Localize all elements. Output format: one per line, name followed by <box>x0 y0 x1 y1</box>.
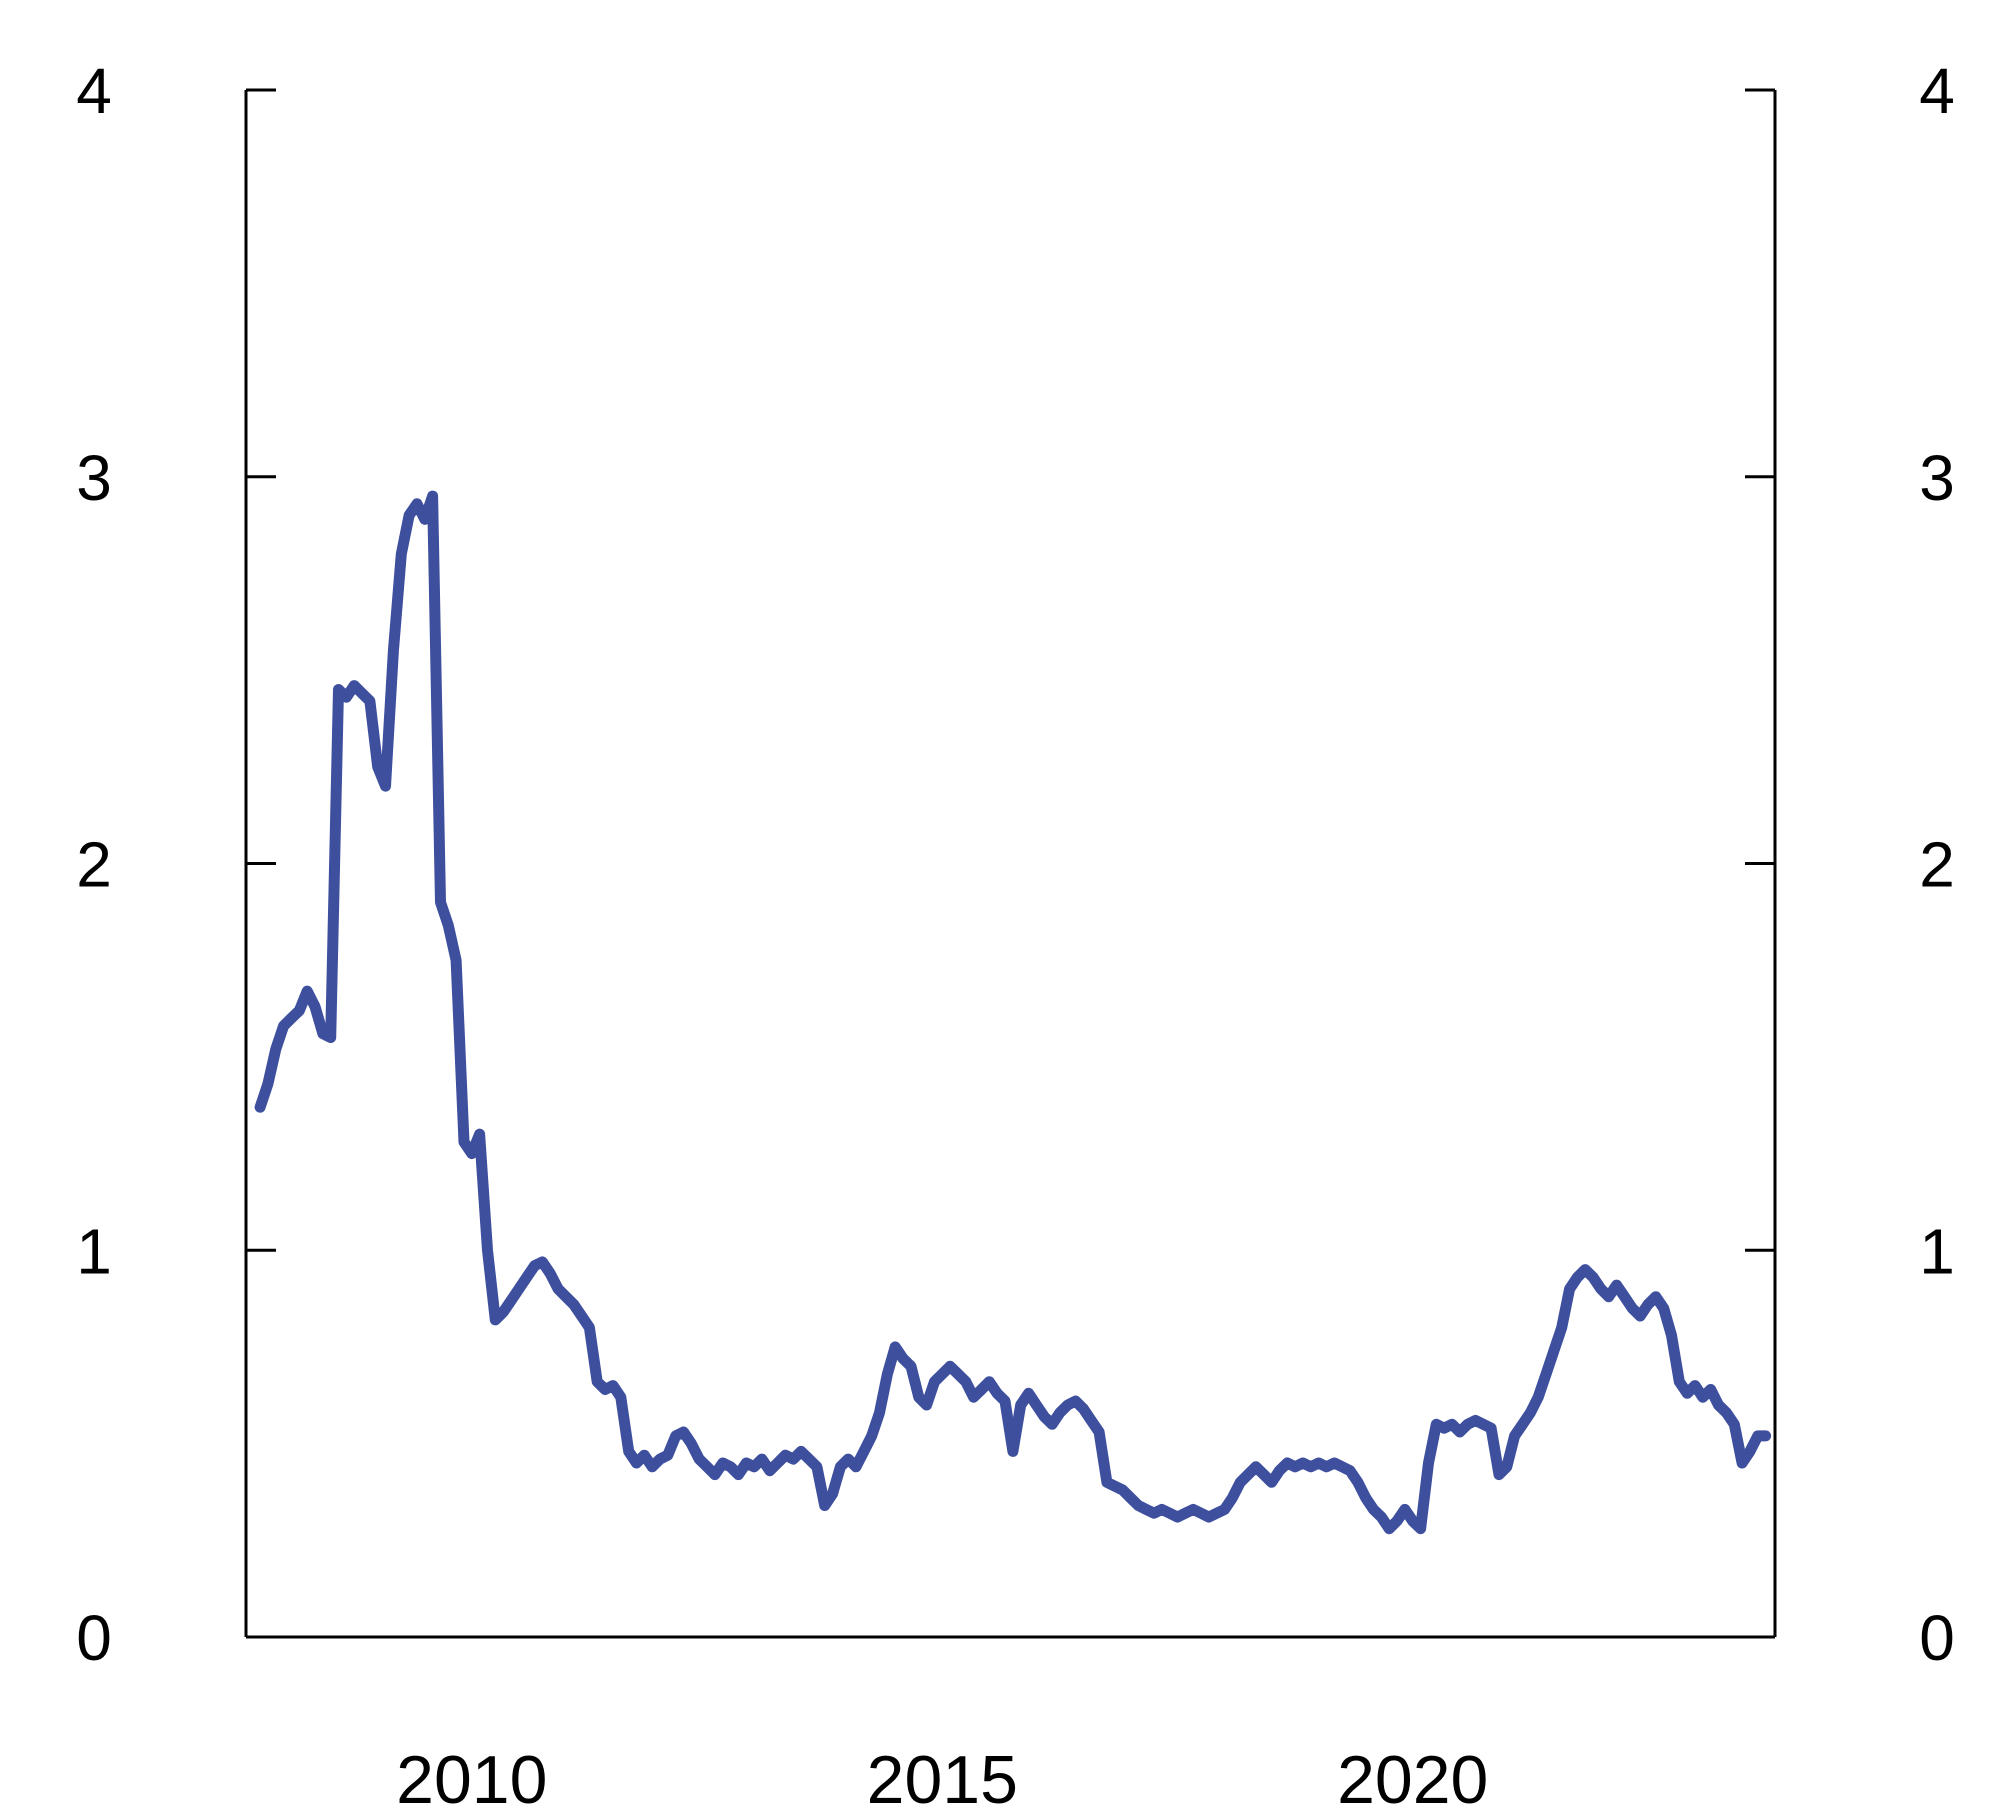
y-tick-label-left: 0 <box>76 1602 112 1674</box>
y-tick-label-right: 0 <box>1919 1602 1955 1674</box>
y-tick-label-right: 1 <box>1919 1215 1955 1287</box>
series-line-money-market-spread <box>254 490 1772 1535</box>
y-tick-label-left: 4 <box>76 55 112 127</box>
y-tick-label-right: 3 <box>1919 442 1955 514</box>
y-tick-label-right: 4 <box>1919 55 1955 127</box>
x-tick-label: 2020 <box>1337 1742 1488 1816</box>
y-tick-label-left: 1 <box>76 1215 112 1287</box>
y-tick-label-right: 2 <box>1919 829 1955 901</box>
x-tick-label: 2010 <box>396 1742 547 1816</box>
y-tick-label-left: 2 <box>76 829 112 901</box>
x-tick-label: 2015 <box>867 1742 1018 1816</box>
y-tick-label-left: 3 <box>76 442 112 514</box>
